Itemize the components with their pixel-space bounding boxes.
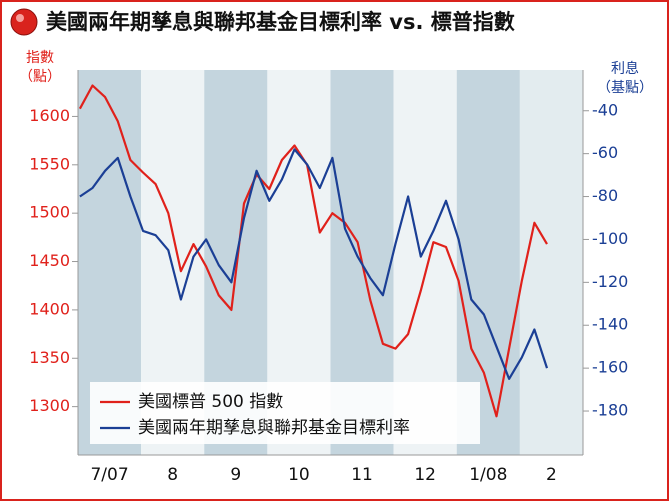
legend-label: 美國兩年期孳息與聯邦基金目標利率 — [138, 418, 410, 438]
y-axis-label: （點） — [19, 69, 61, 85]
y-tick-label: 1500 — [29, 203, 70, 222]
y2-tick-label: -180 — [592, 401, 628, 420]
series-line — [79, 148, 549, 380]
y2-axis-label: 利息 — [611, 60, 639, 77]
series-line — [78, 84, 548, 418]
y2-tick-label: -80 — [592, 186, 618, 205]
y-tick-label: 1450 — [29, 251, 70, 270]
month-band — [519, 70, 583, 455]
x-tick-label: 9 — [230, 465, 241, 485]
y-tick-label: 1300 — [29, 396, 70, 415]
x-tick-label: 8 — [167, 465, 178, 485]
y2-axis-label: （基點） — [597, 79, 653, 96]
x-tick-label: 2 — [546, 465, 557, 485]
legend-label: 美國標普 500 指數 — [138, 392, 283, 412]
y2-tick-label: -160 — [592, 358, 628, 377]
y-tick-label: 1600 — [29, 106, 70, 125]
legend — [90, 382, 480, 444]
y2-tick-label: -100 — [592, 229, 628, 248]
x-tick-label: 10 — [288, 465, 310, 485]
x-tick-label: 1/08 — [469, 465, 507, 485]
x-tick-label: 12 — [414, 465, 436, 485]
y2-tick-label: -60 — [592, 143, 618, 162]
y2-tick-label: -140 — [592, 315, 628, 334]
y2-tick-label: -120 — [592, 272, 628, 291]
y-axis-label: 指數 — [26, 50, 54, 66]
y2-tick-label: -40 — [592, 100, 618, 119]
title-icon — [10, 8, 38, 36]
title-icon-shine — [16, 14, 24, 22]
chart-title: 美國兩年期孳息與聯邦基金目標利率 vs. 標普指數 — [46, 10, 515, 34]
x-tick-label: 11 — [351, 465, 373, 485]
y-tick-label: 1550 — [29, 154, 70, 173]
y-tick-label: 1400 — [29, 299, 70, 318]
x-tick-label: 7/07 — [90, 465, 128, 485]
y-tick-label: 1350 — [29, 348, 70, 367]
